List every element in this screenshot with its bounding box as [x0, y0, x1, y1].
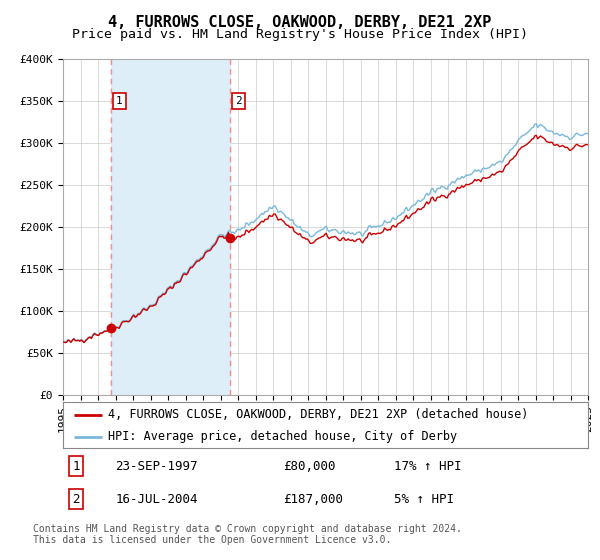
- Text: 4, FURROWS CLOSE, OAKWOOD, DERBY, DE21 2XP: 4, FURROWS CLOSE, OAKWOOD, DERBY, DE21 2…: [109, 15, 491, 30]
- Text: 5% ↑ HPI: 5% ↑ HPI: [394, 493, 454, 506]
- Text: Price paid vs. HM Land Registry's House Price Index (HPI): Price paid vs. HM Land Registry's House …: [72, 28, 528, 41]
- Text: 2: 2: [235, 96, 242, 106]
- Text: HPI: Average price, detached house, City of Derby: HPI: Average price, detached house, City…: [107, 430, 457, 443]
- Text: 1: 1: [116, 96, 123, 106]
- Text: 16-JUL-2004: 16-JUL-2004: [115, 493, 198, 506]
- Text: £187,000: £187,000: [284, 493, 343, 506]
- Text: 17% ↑ HPI: 17% ↑ HPI: [394, 460, 461, 473]
- Text: 2: 2: [73, 493, 80, 506]
- Text: 1: 1: [73, 460, 80, 473]
- Text: Contains HM Land Registry data © Crown copyright and database right 2024.
This d: Contains HM Land Registry data © Crown c…: [33, 524, 462, 545]
- Text: £80,000: £80,000: [284, 460, 336, 473]
- Text: 4, FURROWS CLOSE, OAKWOOD, DERBY, DE21 2XP (detached house): 4, FURROWS CLOSE, OAKWOOD, DERBY, DE21 2…: [107, 408, 528, 422]
- Text: 23-SEP-1997: 23-SEP-1997: [115, 460, 198, 473]
